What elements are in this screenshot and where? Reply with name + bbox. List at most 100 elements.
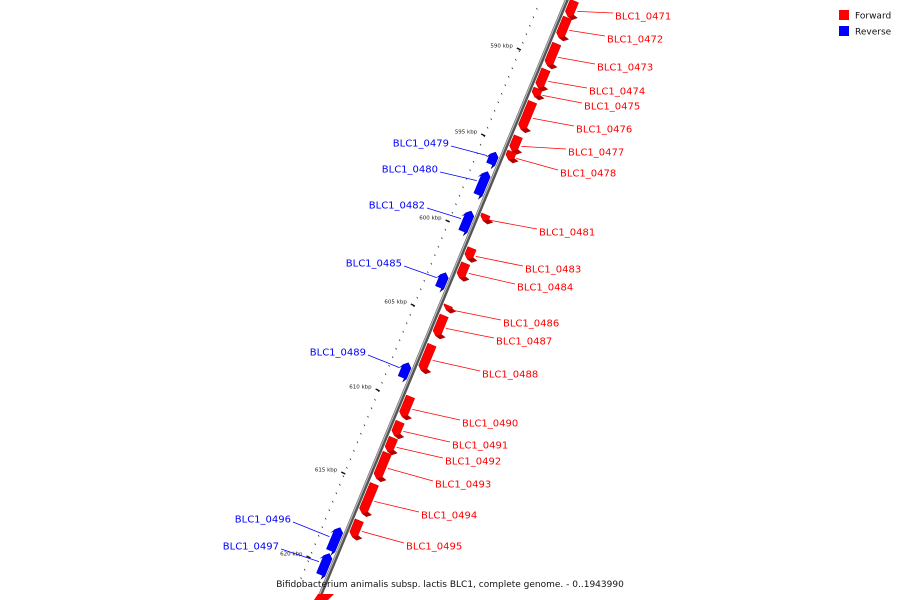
- gene-arrow-top: [544, 41, 562, 67]
- gene-BLC1_0490[interactable]: [399, 394, 416, 421]
- gene-arrow-top: [480, 212, 491, 222]
- minor-tick: [367, 415, 369, 418]
- gene-label[interactable]: BLC1_0492: [445, 457, 501, 468]
- gene-leader-line: [426, 207, 462, 219]
- gene-label[interactable]: BLC1_0482: [369, 201, 425, 212]
- gene-label[interactable]: BLC1_0478: [560, 169, 616, 180]
- gene-BLC1_0491[interactable]: [391, 419, 405, 440]
- gene-label[interactable]: BLC1_0487: [496, 337, 552, 348]
- minor-tick: [536, 7, 538, 10]
- minor-tick: [374, 398, 376, 401]
- minor-tick: [353, 449, 355, 452]
- gene-BLC1_0492[interactable]: [384, 435, 399, 456]
- minor-tick: [426, 271, 429, 274]
- gene-leader-line: [403, 431, 451, 443]
- gene-label[interactable]: BLC1_0479: [393, 139, 449, 150]
- gene-label[interactable]: BLC1_0495: [406, 542, 462, 553]
- legend-swatch-reverse: [839, 26, 849, 36]
- gene-BLC1_0477[interactable]: [509, 134, 523, 155]
- gene-label[interactable]: BLC1_0484: [517, 283, 573, 294]
- gene-BLC1_0486[interactable]: [443, 303, 457, 314]
- gene-BLC1_0471[interactable]: [565, 0, 579, 20]
- gene-label[interactable]: BLC1_0491: [452, 441, 508, 452]
- gene-BLC1_0472[interactable]: [556, 15, 573, 42]
- gene-label[interactable]: BLC1_0476: [576, 125, 632, 136]
- gene-label[interactable]: BLC1_0477: [568, 148, 624, 159]
- minor-tick: [363, 424, 366, 427]
- gene-BLC1_0487[interactable]: [432, 313, 449, 340]
- major-tick: [306, 555, 311, 559]
- gene-arrow-top: [399, 394, 416, 418]
- gene-label[interactable]: BLC1_0489: [310, 348, 366, 359]
- tick-label: 590 kbp: [490, 44, 513, 50]
- gene-BLC1_0473[interactable]: [544, 41, 562, 70]
- gene-label[interactable]: BLC1_0485: [346, 259, 402, 270]
- gene-label[interactable]: BLC1_0472: [607, 35, 663, 46]
- gene-BLC1_0488[interactable]: [418, 342, 437, 375]
- gene-label[interactable]: BLC1_0493: [435, 480, 491, 491]
- gene-arrow-top: [418, 342, 437, 372]
- gene-BLC1_0484[interactable]: [456, 261, 471, 282]
- minor-tick: [349, 458, 352, 461]
- gene-label[interactable]: BLC1_0483: [525, 265, 581, 276]
- minor-tick: [472, 160, 475, 163]
- gene-leader-line: [548, 81, 588, 89]
- legend-item-forward[interactable]: Forward: [839, 10, 891, 22]
- gene-label[interactable]: BLC1_0474: [589, 87, 645, 98]
- minor-tick: [314, 543, 317, 546]
- gene-BLC1_0483[interactable]: [464, 246, 478, 263]
- gene-BLC1_0497[interactable]: [316, 553, 333, 580]
- gene-label[interactable]: BLC1_0494: [421, 511, 477, 522]
- gene-BLC1_0493[interactable]: [373, 450, 392, 483]
- gene-arrow-top: [314, 594, 334, 600]
- gene-arrow-top: [391, 419, 405, 437]
- minor-tick: [518, 50, 521, 53]
- minor-tick: [493, 109, 496, 112]
- gene-label[interactable]: BLC1_0497: [223, 542, 279, 553]
- minor-tick: [419, 288, 422, 291]
- tick-label: 620 kbp: [280, 552, 303, 558]
- minor-tick: [514, 58, 517, 61]
- gene-leader-line: [280, 548, 320, 562]
- gene-label[interactable]: BLC1_0473: [597, 63, 653, 74]
- gene-label[interactable]: BLC1_0471: [615, 12, 671, 23]
- gene-BLC1_0482[interactable]: [458, 210, 475, 237]
- minor-tick: [529, 24, 531, 27]
- gene-label[interactable]: BLC1_0486: [503, 319, 559, 330]
- major-tick: [445, 219, 450, 223]
- gene-BLC1_0489[interactable]: [397, 362, 412, 383]
- legend-item-reverse[interactable]: Reverse: [839, 26, 892, 38]
- gene-leader-line: [516, 158, 559, 171]
- gene-arrow-top: [432, 313, 449, 337]
- gene-leader-line: [450, 145, 488, 156]
- genome-caption: Bifidobacterium animalis subsp. lactis B…: [276, 580, 624, 590]
- gene-BLC1_0485[interactable]: [435, 272, 449, 293]
- gene-label[interactable]: BLC1_0488: [482, 370, 538, 381]
- minor-tick: [391, 356, 394, 359]
- gene-BLC1_0474[interactable]: [535, 67, 551, 92]
- gene-BLC1_0495[interactable]: [349, 518, 364, 541]
- gene-label[interactable]: BLC1_0475: [584, 102, 640, 113]
- gene-label[interactable]: BLC1_0496: [235, 515, 291, 526]
- minor-tick: [331, 500, 334, 503]
- gene-BLC1_0496[interactable]: [326, 527, 344, 556]
- gene-BLC1_0494[interactable]: [359, 482, 379, 517]
- gene-BLC1_0476[interactable]: [518, 99, 538, 133]
- gene-BLC1_0480[interactable]: [473, 171, 491, 200]
- gene-BLC1_0479[interactable]: [485, 151, 499, 170]
- minor-tick: [437, 245, 440, 248]
- gene-leader-line: [445, 328, 495, 339]
- minor-tick: [455, 203, 457, 206]
- gene-leader-line: [475, 256, 524, 267]
- gene-BLC1_0481[interactable]: [480, 212, 494, 225]
- gene-label[interactable]: BLC1_0480: [382, 165, 438, 176]
- minor-tick: [324, 517, 327, 520]
- gene-BLC1_0475[interactable]: [531, 86, 545, 101]
- gene-leader-line: [532, 118, 575, 127]
- gene-label[interactable]: BLC1_0490: [462, 419, 518, 430]
- gene-label[interactable]: BLC1_0481: [539, 228, 595, 239]
- gene-BLC1_0478[interactable]: [505, 149, 519, 164]
- gene-leader-line: [292, 521, 330, 537]
- gene-arrow-top: [456, 261, 471, 279]
- gene-leader-line: [490, 220, 538, 230]
